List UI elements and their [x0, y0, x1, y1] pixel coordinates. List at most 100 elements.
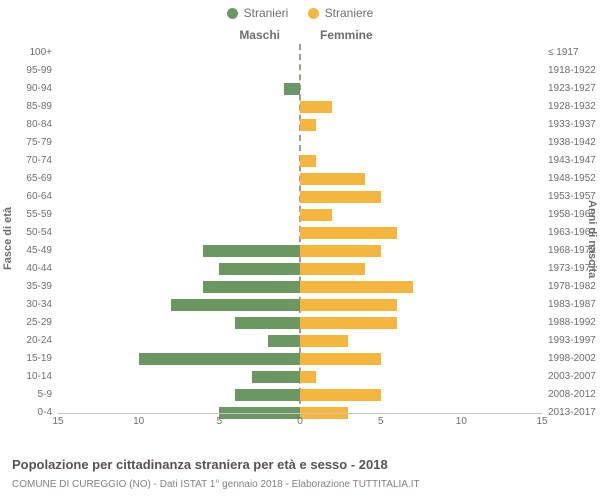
x-tick: 10 [133, 416, 144, 427]
pyramid-row: 100+≤ 1917 [58, 44, 542, 62]
legend-label-female: Straniere [325, 6, 374, 20]
bar-female [300, 299, 397, 311]
pyramid-row: 20-241993-1997 [58, 332, 542, 350]
pyramid-chart: Stranieri Straniere Maschi Femmine Fasce… [0, 0, 600, 500]
column-title-male: Maschi [239, 28, 280, 42]
pyramid-row: 50-541963-1967 [58, 224, 542, 242]
plot-area: 100+≤ 191795-991918-192290-941923-192785… [58, 44, 542, 434]
pyramid-row: 75-791938-1942 [58, 134, 542, 152]
bar-female [300, 281, 413, 293]
age-label: 10-14 [26, 368, 58, 386]
age-label: 25-29 [26, 314, 58, 332]
bar-male [284, 83, 300, 95]
pyramid-row: 85-891928-1932 [58, 98, 542, 116]
birth-years-label: 1993-1997 [542, 332, 596, 350]
legend-item-female: Straniere [308, 6, 374, 20]
bar-male [203, 245, 300, 257]
birth-years-label: 1988-1992 [542, 314, 596, 332]
x-axis-ticks: 15105051015 [58, 416, 542, 434]
age-label: 40-44 [26, 260, 58, 278]
bar-male [235, 389, 300, 401]
birth-years-label: 1938-1942 [542, 134, 596, 152]
birth-years-label: 1948-1952 [542, 170, 596, 188]
age-label: 15-19 [26, 350, 58, 368]
pyramid-row: 5-92008-2012 [58, 386, 542, 404]
y-axis-title-left: Fasce di età [2, 44, 16, 434]
pyramid-row: 15-191998-2002 [58, 350, 542, 368]
birth-years-label: 1998-2002 [542, 350, 596, 368]
bar-male [171, 299, 300, 311]
pyramid-row: 90-941923-1927 [58, 80, 542, 98]
x-tick: 0 [297, 416, 303, 427]
birth-years-label: 1923-1927 [542, 80, 596, 98]
chart-subtitle: COMUNE DI CUREGGIO (NO) - Dati ISTAT 1° … [12, 479, 420, 490]
age-label: 100+ [29, 44, 58, 62]
pyramid-row: 60-641953-1957 [58, 188, 542, 206]
x-tick: 15 [536, 416, 547, 427]
birth-years-label: 1963-1967 [542, 224, 596, 242]
pyramid-row: 55-591958-1962 [58, 206, 542, 224]
age-label: 80-84 [26, 116, 58, 134]
age-label: 30-34 [26, 296, 58, 314]
pyramid-row: 30-341983-1987 [58, 296, 542, 314]
birth-years-label: 1918-1922 [542, 62, 596, 80]
birth-years-label: 1978-1982 [542, 278, 596, 296]
pyramid-row: 65-691948-1952 [58, 170, 542, 188]
age-label: 95-99 [26, 62, 58, 80]
age-label: 55-59 [26, 206, 58, 224]
birth-years-label: 2013-2017 [542, 404, 596, 422]
age-label: 90-94 [26, 80, 58, 98]
age-label: 5-9 [38, 386, 58, 404]
pyramid-row: 35-391978-1982 [58, 278, 542, 296]
bar-male [139, 353, 300, 365]
x-tick: 15 [52, 416, 63, 427]
bar-female [300, 353, 381, 365]
legend-swatch-male [227, 8, 238, 19]
pyramid-row: 95-991918-1922 [58, 62, 542, 80]
age-label: 65-69 [26, 170, 58, 188]
x-axis-line [58, 413, 542, 414]
birth-years-label: ≤ 1917 [542, 44, 579, 62]
birth-years-label: 1943-1947 [542, 152, 596, 170]
bar-female [300, 335, 348, 347]
bar-female [300, 371, 316, 383]
age-label: 60-64 [26, 188, 58, 206]
legend-label-male: Stranieri [244, 6, 289, 20]
x-tick: 10 [456, 416, 467, 427]
bar-male [203, 281, 300, 293]
legend: Stranieri Straniere [0, 6, 600, 22]
birth-years-label: 1953-1957 [542, 188, 596, 206]
bar-female [300, 173, 365, 185]
birth-years-label: 1973-1977 [542, 260, 596, 278]
pyramid-row: 70-741943-1947 [58, 152, 542, 170]
age-label: 70-74 [26, 152, 58, 170]
bar-female [300, 227, 397, 239]
bar-female [300, 245, 381, 257]
birth-years-label: 2008-2012 [542, 386, 596, 404]
bar-female [300, 389, 381, 401]
pyramid-row: 40-441973-1977 [58, 260, 542, 278]
age-label: 75-79 [26, 134, 58, 152]
pyramid-row: 10-142003-2007 [58, 368, 542, 386]
bar-male [235, 317, 300, 329]
age-label: 45-49 [26, 242, 58, 260]
rows-container: 100+≤ 191795-991918-192290-941923-192785… [58, 44, 542, 422]
pyramid-row: 25-291988-1992 [58, 314, 542, 332]
birth-years-label: 1933-1937 [542, 116, 596, 134]
birth-years-label: 1968-1972 [542, 242, 596, 260]
x-tick: 5 [378, 416, 384, 427]
birth-years-label: 1983-1987 [542, 296, 596, 314]
bar-female [300, 191, 381, 203]
bar-female [300, 119, 316, 131]
bar-male [268, 335, 300, 347]
legend-item-male: Stranieri [227, 6, 289, 20]
pyramid-row: 80-841933-1937 [58, 116, 542, 134]
birth-years-label: 2003-2007 [542, 368, 596, 386]
age-label: 85-89 [26, 98, 58, 116]
birth-years-label: 1958-1962 [542, 206, 596, 224]
bar-female [300, 155, 316, 167]
bar-female [300, 317, 397, 329]
bar-female [300, 101, 332, 113]
bar-male [219, 263, 300, 275]
x-tick: 5 [217, 416, 223, 427]
